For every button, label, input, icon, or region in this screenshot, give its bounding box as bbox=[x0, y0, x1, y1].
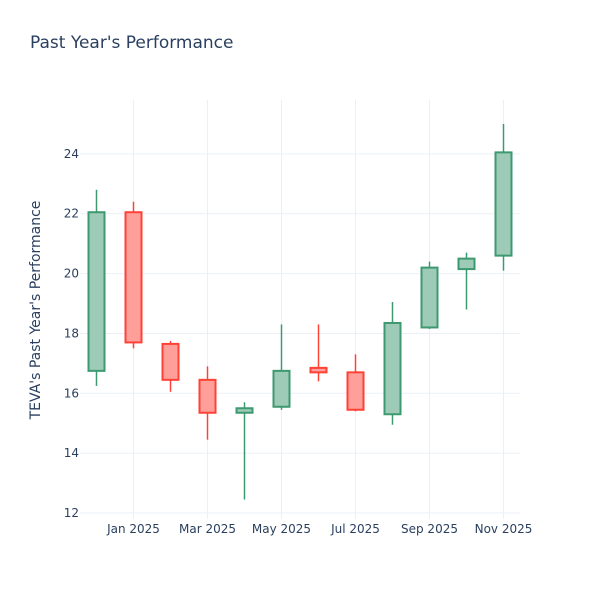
candle-nov-2025 bbox=[494, 123, 513, 271]
x-tick-label: Nov 2025 bbox=[475, 522, 533, 536]
candle-body bbox=[272, 369, 291, 408]
gridlines bbox=[80, 100, 520, 519]
candle-body bbox=[87, 211, 106, 372]
y-axis-title: TEVA's Past Year's Performance bbox=[28, 201, 44, 421]
x-tick-label: Mar 2025 bbox=[179, 522, 236, 536]
y-tick-label: 20 bbox=[64, 267, 79, 281]
candle-sep-2025 bbox=[420, 261, 439, 329]
y-tick-label: 16 bbox=[64, 386, 79, 400]
candle-mar-2025 bbox=[198, 366, 217, 440]
candle-jul-2025 bbox=[346, 354, 365, 412]
candle-oct-2025 bbox=[457, 252, 476, 310]
candle-body bbox=[309, 366, 328, 374]
y-axis-ticks: 12 14 16 18 20 22 24 bbox=[64, 147, 79, 520]
candle-body bbox=[198, 378, 217, 414]
y-tick-label: 14 bbox=[64, 446, 79, 460]
x-tick-label: Sep 2025 bbox=[401, 522, 458, 536]
candle-aug-2025 bbox=[383, 302, 402, 425]
candle-dec-2024 bbox=[87, 189, 106, 386]
candle-feb-2025 bbox=[161, 340, 180, 392]
chart-title: Past Year's Performance bbox=[30, 33, 234, 53]
candle-apr-2025 bbox=[235, 402, 254, 500]
x-tick-label: Jul 2025 bbox=[330, 522, 380, 536]
candle-body bbox=[457, 257, 476, 271]
y-tick-label: 22 bbox=[64, 207, 79, 221]
y-tick-label: 24 bbox=[64, 147, 79, 161]
x-axis-ticks: Jan 2025 Mar 2025 May 2025 Jul 2025 Sep 2025… bbox=[106, 522, 532, 536]
candles bbox=[87, 123, 513, 500]
candle-jun-2025 bbox=[309, 324, 328, 382]
candle-may-2025 bbox=[272, 324, 291, 410]
candle-jan-2025 bbox=[124, 201, 143, 349]
y-tick-label: 12 bbox=[64, 506, 79, 520]
candle-body bbox=[235, 407, 254, 414]
x-tick-label: Jan 2025 bbox=[106, 522, 160, 536]
candle-body bbox=[420, 266, 439, 329]
candle-body bbox=[383, 321, 402, 416]
candle-body bbox=[346, 371, 365, 411]
candle-body bbox=[161, 342, 180, 381]
candle-body bbox=[124, 211, 143, 344]
y-tick-label: 18 bbox=[64, 326, 79, 340]
candle-body bbox=[494, 151, 513, 257]
x-tick-label: May 2025 bbox=[252, 522, 311, 536]
